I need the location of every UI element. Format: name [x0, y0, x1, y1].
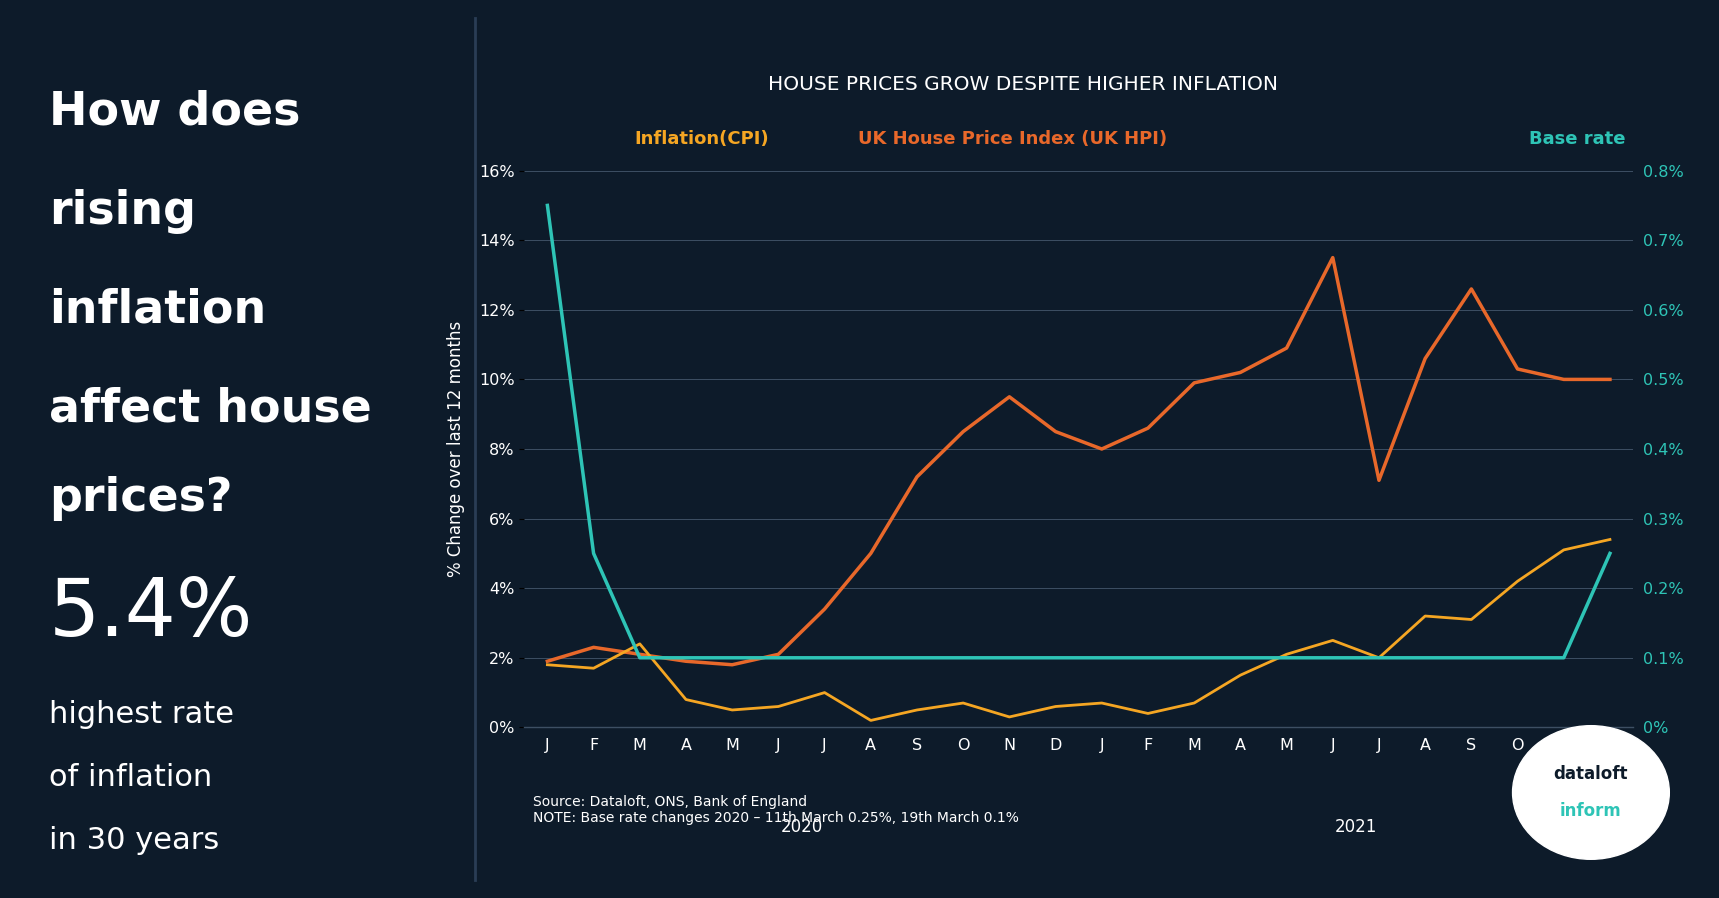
Text: prices?: prices?: [48, 476, 232, 521]
Text: UK House Price Index (UK HPI): UK House Price Index (UK HPI): [858, 130, 1167, 148]
Text: rising: rising: [48, 189, 196, 233]
Text: of inflation: of inflation: [48, 763, 211, 792]
Text: Source: Dataloft, ONS, Bank of England
NOTE: Base rate changes 2020 – 11th March: Source: Dataloft, ONS, Bank of England N…: [533, 795, 1019, 825]
Text: HOUSE PRICES GROW DESPITE HIGHER INFLATION: HOUSE PRICES GROW DESPITE HIGHER INFLATI…: [768, 75, 1279, 94]
Text: 2020: 2020: [780, 818, 823, 836]
Text: 5.4%: 5.4%: [48, 575, 253, 653]
Text: in 30 years: in 30 years: [48, 826, 220, 855]
Text: 2021: 2021: [1334, 818, 1377, 836]
Text: How does: How does: [48, 90, 301, 135]
Text: inform: inform: [1561, 802, 1621, 820]
Text: inflation: inflation: [48, 287, 266, 332]
Text: Inflation(CPI): Inflation(CPI): [634, 130, 768, 148]
Text: affect house: affect house: [48, 386, 371, 431]
Y-axis label: % Change over last 12 months: % Change over last 12 months: [447, 321, 466, 577]
Text: Base rate: Base rate: [1530, 130, 1626, 148]
Circle shape: [1513, 726, 1669, 859]
Text: highest rate: highest rate: [48, 700, 234, 729]
Text: dataloft: dataloft: [1554, 765, 1628, 783]
